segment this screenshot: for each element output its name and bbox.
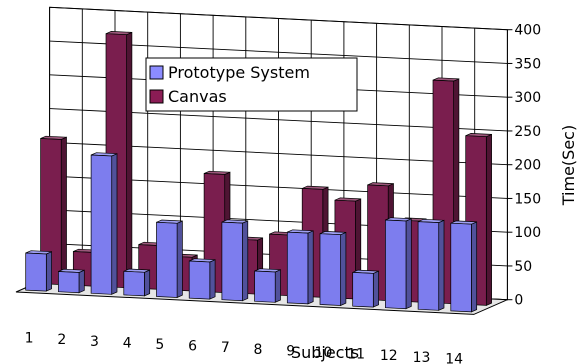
- bar-side-face: [111, 153, 118, 295]
- bar-side-face: [242, 220, 249, 302]
- bar-prototype-8: [254, 268, 281, 303]
- bar-side-face: [438, 219, 445, 311]
- bar-prototype-3: [90, 152, 118, 295]
- bar-side-face: [144, 269, 151, 297]
- y-tick-label: 250: [514, 124, 541, 140]
- y-tick-label: 0: [514, 293, 523, 309]
- bar-side-face: [485, 133, 492, 306]
- bar-side-face: [471, 221, 478, 313]
- bar-side-face: [307, 230, 314, 305]
- bar-front-face: [221, 221, 243, 302]
- bar-prototype-11: [352, 269, 379, 308]
- bar-prototype-12: [385, 217, 412, 310]
- bar-side-face: [176, 220, 183, 299]
- bar-side-face: [405, 218, 412, 310]
- bar-side-face: [78, 269, 85, 294]
- horizontal-gridline: [49, 6, 508, 31]
- legend-label-prototype: Prototype System: [168, 63, 310, 82]
- y-tick-label: 100: [514, 225, 541, 241]
- bar-side-face: [209, 259, 216, 300]
- bar-side-face: [45, 251, 52, 292]
- x-tick-label: 9: [286, 343, 295, 359]
- bar-prototype-1: [25, 250, 52, 292]
- x-tick-label: 1: [25, 331, 34, 347]
- y-tick-label: 300: [514, 90, 541, 106]
- legend-swatch-canvas: [149, 89, 164, 104]
- legend-swatch-prototype: [149, 65, 164, 80]
- bar-side-face: [372, 270, 379, 308]
- bar-front-face: [450, 222, 472, 313]
- x-tick-label: 13: [413, 350, 431, 364]
- x-tick-label: 5: [155, 337, 164, 353]
- bar-side-face: [126, 31, 133, 289]
- bar-front-face: [25, 252, 47, 292]
- y-tick-label: 200: [514, 158, 541, 174]
- x-tick-label: 10: [314, 345, 332, 361]
- bar-front-face: [417, 221, 440, 311]
- bar-prototype-4: [123, 268, 151, 297]
- bar-side-face: [340, 231, 347, 307]
- bar-side-face: [60, 136, 67, 286]
- bar-prototype-13: [417, 218, 445, 311]
- y-tick-label: 350: [514, 56, 541, 72]
- x-tick-label: 6: [188, 339, 197, 355]
- x-tick-label: 2: [57, 332, 66, 348]
- x-axis-title: Subjects: [291, 343, 359, 362]
- bar-front-face: [286, 231, 309, 305]
- bar-front-face: [385, 219, 407, 310]
- bar-front-face: [90, 154, 113, 295]
- x-tick-label: 8: [254, 342, 263, 358]
- x-tick-label: 4: [123, 335, 132, 351]
- bar-front-face: [58, 271, 80, 294]
- bar-front-face: [319, 233, 341, 306]
- bar-prototype-5: [156, 219, 183, 299]
- bar-front-face: [40, 138, 62, 285]
- bar-prototype-2: [58, 268, 85, 294]
- x-tick-label: 7: [221, 340, 230, 356]
- bar-prototype-7: [221, 219, 249, 302]
- y-tick-label: 400: [514, 23, 541, 39]
- y-tick-label: 50: [514, 259, 532, 275]
- bar-front-face: [188, 260, 211, 300]
- bar-front-face: [352, 272, 374, 308]
- y-axis-title: Time(Sec): [559, 125, 578, 206]
- bar-prototype-6: [188, 258, 216, 300]
- bar-side-face: [274, 269, 281, 303]
- legend-label-canvas: Canvas: [168, 87, 227, 106]
- bar-prototype-10: [319, 231, 347, 307]
- x-tick-label: 3: [90, 334, 99, 350]
- bar-prototype-9: [286, 229, 314, 305]
- y-tick-label: 150: [514, 191, 541, 207]
- x-axis-ticks: 1 2 3 4 5 6 7 8 9 10 11 12 13 14: [25, 331, 464, 364]
- legend: Prototype System Canvas: [145, 57, 358, 112]
- bar-front-face: [123, 270, 145, 297]
- x-tick-label: 11: [347, 347, 365, 363]
- bar-prototype-14: [450, 220, 478, 313]
- bar-front-face: [254, 270, 276, 303]
- legend-box: [145, 57, 358, 112]
- y-axis-ticks: 0 50 100 150 200 250 300 350 400: [507, 23, 541, 309]
- bar-front-face: [156, 221, 178, 298]
- x-tick-label: 14: [445, 351, 463, 364]
- x-tick-label: 12: [380, 348, 398, 364]
- bar-series: [25, 31, 492, 313]
